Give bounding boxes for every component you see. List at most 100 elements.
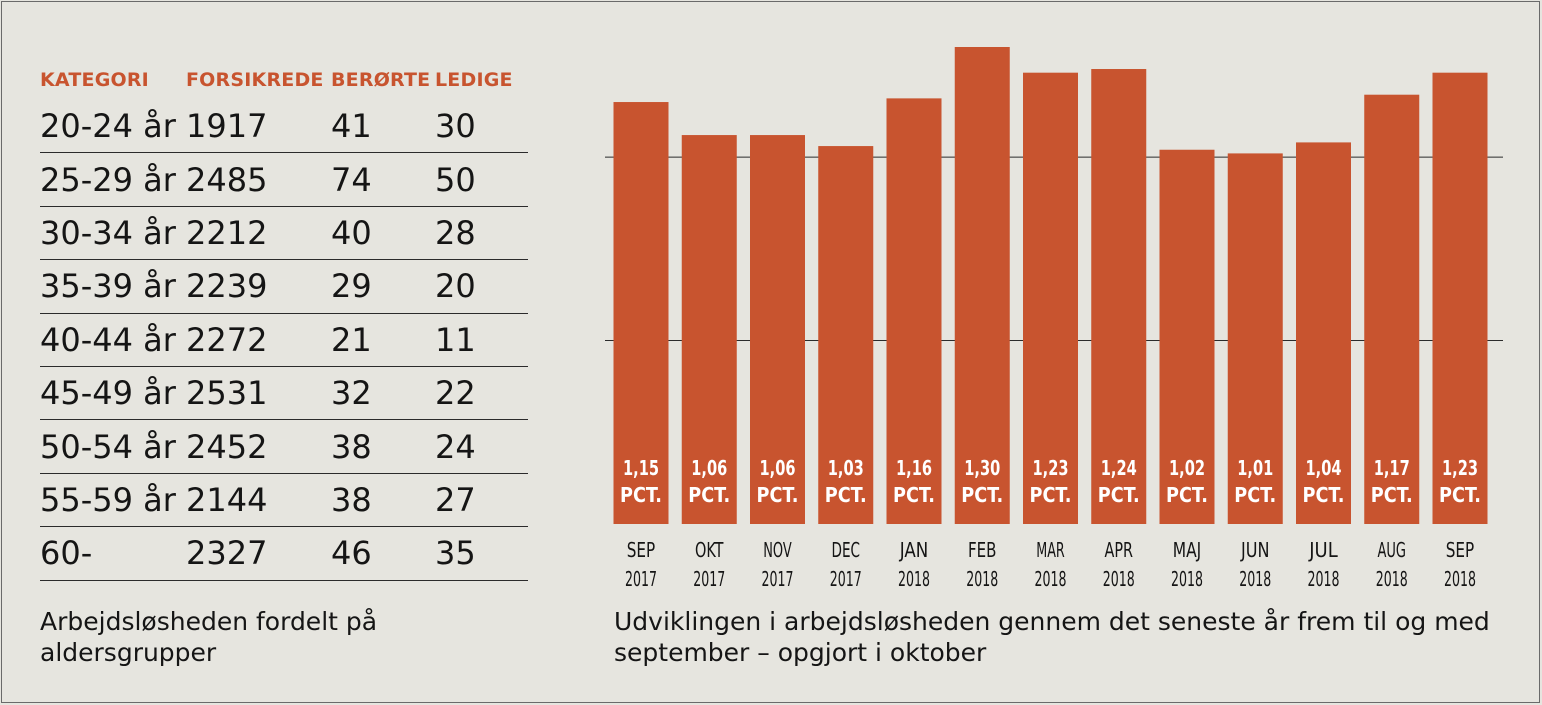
table-row: 60- 2327 46 35 bbox=[40, 527, 528, 581]
table-row: 20-24 år 1917 41 30 bbox=[40, 100, 528, 154]
cell-berorte: 29 bbox=[331, 267, 372, 306]
x-tick-month: SEP bbox=[627, 538, 656, 562]
header-kategori: KATEGORI bbox=[40, 69, 149, 91]
table-row: 25-29 år 2485 74 50 bbox=[40, 153, 528, 207]
cell-ledige: 24 bbox=[435, 427, 476, 466]
cell-berorte: 21 bbox=[331, 320, 372, 359]
cell-forsikrede: 2327 bbox=[186, 534, 268, 573]
bar-unit-label: PCT. bbox=[1234, 483, 1276, 507]
bar bbox=[1159, 149, 1215, 524]
x-tick-month: OKT bbox=[695, 538, 724, 562]
x-tick-month: APR bbox=[1105, 538, 1134, 562]
cell-kategori: 45-49 år bbox=[40, 374, 176, 413]
bar-value-label: 1,30 bbox=[964, 456, 1000, 480]
bar-value-label: 1,06 bbox=[691, 456, 727, 480]
x-tick-year: 2018 bbox=[1171, 567, 1203, 591]
header-forsikrede: FORSIKREDE bbox=[186, 69, 324, 91]
x-tick-month: SEP bbox=[1446, 538, 1475, 562]
bar-value-label: 1,02 bbox=[1169, 456, 1205, 480]
bar-value-label: 1,23 bbox=[1442, 456, 1478, 480]
cell-berorte: 74 bbox=[331, 160, 372, 199]
x-tick-year: 2018 bbox=[1376, 567, 1408, 591]
bar-unit-label: PCT. bbox=[893, 483, 935, 507]
x-tick-year: 2018 bbox=[966, 567, 998, 591]
bar-unit-label: PCT. bbox=[1303, 483, 1345, 507]
cell-ledige: 28 bbox=[435, 213, 476, 252]
cell-kategori: 40-44 år bbox=[40, 320, 176, 359]
bar-unit-label: PCT. bbox=[1030, 483, 1072, 507]
cell-kategori: 35-39 år bbox=[40, 267, 176, 306]
bar bbox=[1364, 94, 1420, 524]
x-tick-month: JAN bbox=[898, 538, 928, 562]
cell-ledige: 20 bbox=[435, 267, 476, 306]
x-tick-year: 2017 bbox=[625, 567, 657, 591]
cell-kategori: 60- bbox=[40, 534, 93, 573]
bar bbox=[1296, 142, 1351, 524]
bar bbox=[681, 135, 737, 525]
cell-forsikrede: 2452 bbox=[186, 427, 268, 466]
cell-kategori: 55-59 år bbox=[40, 480, 176, 519]
bar-value-label: 1,06 bbox=[760, 456, 796, 480]
bar bbox=[613, 102, 669, 525]
x-tick-month: JUL bbox=[1307, 538, 1338, 562]
x-tick-year: 2017 bbox=[693, 567, 725, 591]
cell-berorte: 46 bbox=[331, 534, 372, 573]
bar-unit-label: PCT. bbox=[1371, 483, 1413, 507]
x-tick-year: 2018 bbox=[1103, 567, 1135, 591]
bar-unit-label: PCT. bbox=[1439, 483, 1481, 507]
age-group-table: KATEGORI FORSIKREDE BERØRTE LEDIGE 20-24… bbox=[40, 60, 528, 581]
cell-kategori: 25-29 år bbox=[40, 160, 176, 199]
bar-unit-label: PCT. bbox=[825, 483, 867, 507]
x-tick-month: FEB bbox=[968, 538, 997, 562]
cell-kategori: 50-54 år bbox=[40, 427, 176, 466]
cell-forsikrede: 1917 bbox=[186, 107, 268, 146]
bar-unit-label: PCT. bbox=[1166, 483, 1208, 507]
cell-ledige: 11 bbox=[435, 320, 476, 359]
cell-forsikrede: 2485 bbox=[186, 160, 268, 199]
cell-kategori: 20-24 år bbox=[40, 107, 176, 146]
bar-value-label: 1,23 bbox=[1033, 456, 1069, 480]
bar-unit-label: PCT. bbox=[961, 483, 1003, 507]
cell-ledige: 30 bbox=[435, 107, 476, 146]
bar bbox=[1432, 72, 1488, 524]
bar-value-label: 1,16 bbox=[896, 456, 932, 480]
bar bbox=[750, 135, 805, 525]
x-tick-year: 2018 bbox=[1035, 567, 1067, 591]
bar-value-label: 1,17 bbox=[1374, 456, 1410, 480]
bar bbox=[1023, 72, 1078, 524]
header-ledige: LEDIGE bbox=[435, 69, 513, 91]
table-caption: Arbejdsløsheden fordelt på aldersgrupper bbox=[40, 607, 378, 667]
cell-berorte: 38 bbox=[331, 480, 372, 519]
bar bbox=[818, 146, 874, 525]
table-row: 35-39 år 2239 29 20 bbox=[40, 260, 528, 314]
cell-ledige: 27 bbox=[435, 480, 476, 519]
bar-unit-label: PCT. bbox=[688, 483, 730, 507]
chart-caption: Udviklingen i arbejdsløsheden gennem det… bbox=[614, 607, 1490, 667]
bar-value-label: 1,15 bbox=[623, 456, 659, 480]
cell-forsikrede: 2239 bbox=[186, 267, 268, 306]
x-tick-year: 2018 bbox=[1444, 567, 1476, 591]
header-berorte: BERØRTE bbox=[331, 69, 431, 91]
bar-value-label: 1,01 bbox=[1237, 456, 1273, 480]
cell-berorte: 38 bbox=[331, 427, 372, 466]
x-tick-month: MAJ bbox=[1173, 538, 1202, 562]
bar-value-label: 1,03 bbox=[828, 456, 864, 480]
bar-unit-label: PCT. bbox=[757, 483, 799, 507]
bar bbox=[954, 47, 1010, 524]
cell-kategori: 30-34 år bbox=[40, 213, 176, 252]
cell-forsikrede: 2531 bbox=[186, 374, 268, 413]
cell-forsikrede: 2144 bbox=[186, 480, 268, 519]
x-tick-month: JUN bbox=[1239, 538, 1269, 562]
bar bbox=[1227, 153, 1283, 524]
table-row: 30-34 år 2212 40 28 bbox=[40, 207, 528, 261]
cell-berorte: 41 bbox=[331, 107, 372, 146]
bar-value-label: 1,04 bbox=[1306, 456, 1342, 480]
x-tick-year: 2018 bbox=[1239, 567, 1271, 591]
x-tick-month: MAR bbox=[1036, 538, 1065, 562]
bar-unit-label: PCT. bbox=[1098, 483, 1140, 507]
bar bbox=[886, 98, 942, 524]
cell-ledige: 35 bbox=[435, 534, 476, 573]
table-row: 55-59 år 2144 38 27 bbox=[40, 474, 528, 528]
